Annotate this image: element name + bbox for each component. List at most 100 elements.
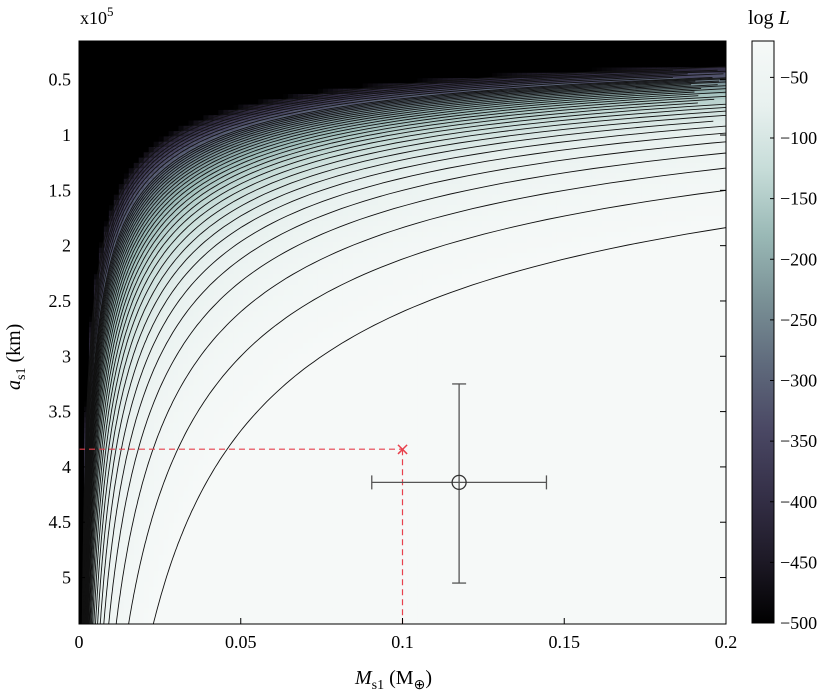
heatmap-cell: [213, 189, 219, 196]
heatmap-cell: [138, 99, 145, 106]
heatmap-cell: [198, 268, 205, 275]
heatmap-cell: [293, 67, 299, 74]
heatmap-cell: [178, 115, 185, 122]
heatmap-cell: [163, 491, 170, 498]
heatmap-cell: [79, 184, 85, 190]
heatmap-cell: [273, 56, 279, 63]
heatmap-cell: [168, 608, 175, 614]
heatmap-cell: [273, 51, 279, 58]
heatmap-cell: [278, 576, 284, 583]
heatmap-cell: [118, 215, 125, 222]
heatmap-cell: [302, 162, 309, 169]
heatmap-cell: [158, 94, 165, 100]
heatmap-cell: [223, 46, 229, 53]
heatmap-cell: [153, 427, 160, 434]
heatmap-cell: [88, 284, 95, 291]
heatmap-cell: [79, 512, 85, 519]
heatmap-cell: [238, 221, 244, 228]
heatmap-cell: [188, 279, 195, 286]
heatmap-cell: [248, 608, 254, 614]
heatmap-cell: [253, 194, 259, 201]
heatmap-cell: [163, 618, 170, 624]
heatmap-cell: [163, 274, 170, 281]
heatmap-cell: [218, 401, 224, 408]
heatmap-cell: [258, 470, 264, 477]
heatmap-cell: [93, 215, 100, 222]
heatmap-cell: [163, 581, 170, 588]
heatmap-cell: [208, 491, 214, 498]
heatmap-cell: [148, 88, 155, 95]
heatmap-cell: [188, 94, 195, 100]
heatmap-cell: [178, 512, 185, 519]
heatmap-cell: [283, 94, 289, 100]
heatmap-cell: [288, 374, 294, 381]
heatmap-cell: [128, 263, 135, 270]
heatmap-cell: [218, 327, 224, 334]
heatmap-cell: [168, 237, 175, 243]
heatmap-cell: [253, 396, 259, 402]
heatmap-cell: [133, 443, 140, 450]
heatmap-cell: [103, 613, 110, 620]
heatmap-cell: [263, 465, 269, 471]
heatmap-cell: [228, 210, 234, 217]
heatmap-cell: [93, 51, 100, 58]
heatmap-cell: [183, 41, 190, 47]
heatmap-cell: [98, 184, 105, 190]
heatmap-cell: [178, 258, 185, 265]
heatmap-cell: [223, 475, 229, 482]
heatmap-cell: [158, 215, 165, 222]
heatmap-cell: [273, 237, 279, 243]
heatmap-cell: [253, 592, 259, 599]
heatmap-cell: [283, 523, 289, 530]
heatmap-cell: [148, 438, 155, 445]
heatmap-cell: [218, 41, 224, 47]
heatmap-cell: [183, 533, 190, 540]
heatmap-cell: [123, 581, 130, 588]
heatmap-cell: [148, 597, 155, 604]
heatmap-cell: [302, 237, 309, 243]
heatmap-cell: [297, 78, 304, 84]
heatmap-cell: [297, 300, 304, 307]
heatmap-cell: [258, 152, 264, 159]
heatmap-cell: [223, 449, 229, 455]
heatmap-cell: [218, 385, 224, 392]
heatmap-cell: [213, 438, 219, 445]
heatmap-cell: [283, 205, 289, 212]
heatmap-cell: [158, 311, 165, 318]
heatmap-cell: [228, 258, 234, 265]
heatmap-cell: [238, 189, 244, 196]
heatmap-cell: [228, 518, 234, 524]
heatmap-cell: [293, 88, 299, 95]
heatmap-cell: [248, 364, 254, 371]
heatmap-cell: [288, 78, 294, 84]
heatmap-cell: [223, 533, 229, 540]
heatmap-cell: [228, 544, 234, 551]
heatmap-cell: [123, 231, 130, 238]
heatmap-cell: [278, 486, 284, 493]
heatmap-cell: [273, 46, 279, 53]
heatmap-cell: [163, 242, 170, 249]
heatmap-cell: [198, 486, 205, 493]
heatmap-cell: [173, 592, 180, 599]
heatmap-cell: [193, 263, 200, 270]
heatmap-cell: [278, 618, 284, 624]
heatmap-cell: [133, 141, 140, 148]
heatmap-cell: [302, 231, 309, 238]
heatmap-cell: [133, 152, 140, 159]
heatmap-cell: [133, 571, 140, 577]
heatmap-cell: [198, 544, 205, 551]
heatmap-cell: [118, 72, 125, 79]
heatmap-cell: [228, 226, 234, 233]
heatmap-cell: [133, 507, 140, 514]
heatmap-cell: [273, 295, 279, 302]
heatmap-cell: [268, 215, 274, 222]
heatmap-cell: [173, 194, 180, 201]
heatmap-cell: [208, 242, 214, 249]
heatmap-cell: [143, 279, 150, 286]
heatmap-cell: [258, 533, 264, 540]
heatmap-cell: [288, 242, 294, 249]
heatmap-cell: [93, 258, 100, 265]
heatmap-cell: [153, 200, 160, 206]
heatmap-cell: [293, 518, 299, 524]
heatmap-cell: [123, 571, 130, 577]
